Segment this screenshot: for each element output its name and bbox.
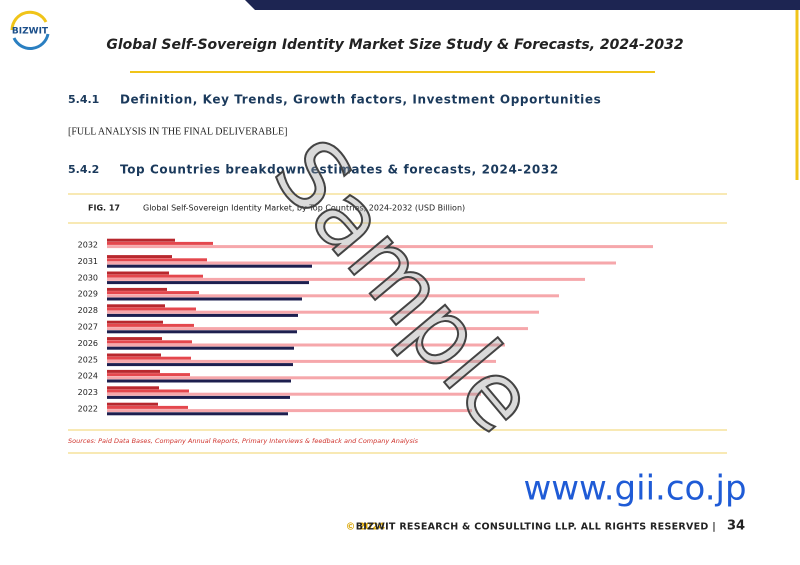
bar xyxy=(107,313,298,317)
bar xyxy=(107,310,539,314)
figure-source: Sources: Paid Data Bases, Company Annual… xyxy=(68,437,419,445)
bar xyxy=(107,241,213,245)
bar xyxy=(107,402,158,406)
bar xyxy=(107,281,309,285)
bar xyxy=(107,409,472,413)
section-text: [FULL ANALYSIS IN THE FINAL DELIVERABLE] xyxy=(68,126,287,137)
footer-copyright: BIZWIT RESEARCH & CONSULLTING LLP. ALL R… xyxy=(356,522,716,533)
bar xyxy=(107,346,294,350)
bar xyxy=(107,274,203,278)
bar xyxy=(107,379,291,383)
bar xyxy=(107,277,585,281)
section-heading: Definition, Key Trends, Growth factors, … xyxy=(120,93,601,107)
figure-caption: Global Self-Sovereign Identity Market, b… xyxy=(143,204,465,213)
bar xyxy=(107,327,528,331)
bar xyxy=(107,373,190,377)
bar xyxy=(107,337,162,341)
y-tick-label: 2027 xyxy=(78,323,98,332)
bar xyxy=(107,238,175,242)
bar xyxy=(107,261,616,265)
y-tick-label: 2022 xyxy=(78,405,98,414)
bar xyxy=(107,287,167,291)
bar xyxy=(107,245,653,249)
bar xyxy=(107,294,559,298)
bar xyxy=(107,376,490,380)
y-tick-label: 2030 xyxy=(78,273,98,282)
bar xyxy=(107,392,481,396)
section-number: 5.4.1 xyxy=(68,93,99,106)
bar xyxy=(107,320,163,324)
bar xyxy=(107,323,194,327)
y-tick-label: 2028 xyxy=(78,306,98,315)
bar xyxy=(107,304,165,308)
bar xyxy=(107,412,288,416)
figure-label: FIG. 17 xyxy=(88,204,120,213)
bar xyxy=(107,405,188,409)
y-tick-label: 2026 xyxy=(78,339,98,348)
y-tick-label: 2032 xyxy=(78,241,98,250)
bar xyxy=(107,369,160,373)
bar xyxy=(107,386,159,390)
logo: BIZWIT xyxy=(12,27,49,37)
bar xyxy=(107,297,302,301)
bar xyxy=(107,353,161,357)
bar xyxy=(107,343,505,347)
bar xyxy=(107,389,189,393)
y-tick-label: 2025 xyxy=(78,355,98,364)
y-tick-label: 2031 xyxy=(78,257,98,266)
page-number: 34 xyxy=(727,519,745,534)
y-tick-label: 2024 xyxy=(78,372,98,381)
bar xyxy=(107,359,496,363)
bar xyxy=(107,363,293,367)
chart: 2032 2031 2030 2029 2028 2027 2026 2025 2024 2023… xyxy=(78,238,653,416)
y-tick-label: 2029 xyxy=(78,290,98,299)
bar xyxy=(107,264,312,268)
logo-arc xyxy=(12,33,50,50)
section-heading: Top Countries breakdown estimates & fore… xyxy=(120,163,559,177)
bar xyxy=(107,307,196,311)
bar xyxy=(107,340,192,344)
bar xyxy=(107,271,169,275)
bar xyxy=(107,258,207,262)
header-band xyxy=(245,0,800,10)
section-number: 5.4.2 xyxy=(68,163,99,176)
footer-year: © 2024 xyxy=(346,522,386,533)
bar xyxy=(107,291,199,295)
page-title: Global Self-Sovereign Identity Market Si… xyxy=(106,37,683,53)
site-watermark: www.gii.co.jp xyxy=(523,469,746,509)
bar xyxy=(107,330,297,334)
bar xyxy=(107,255,172,259)
y-tick-label: 2023 xyxy=(78,388,98,397)
logo-arc xyxy=(10,10,48,31)
bar xyxy=(107,395,290,399)
bar xyxy=(107,356,191,360)
